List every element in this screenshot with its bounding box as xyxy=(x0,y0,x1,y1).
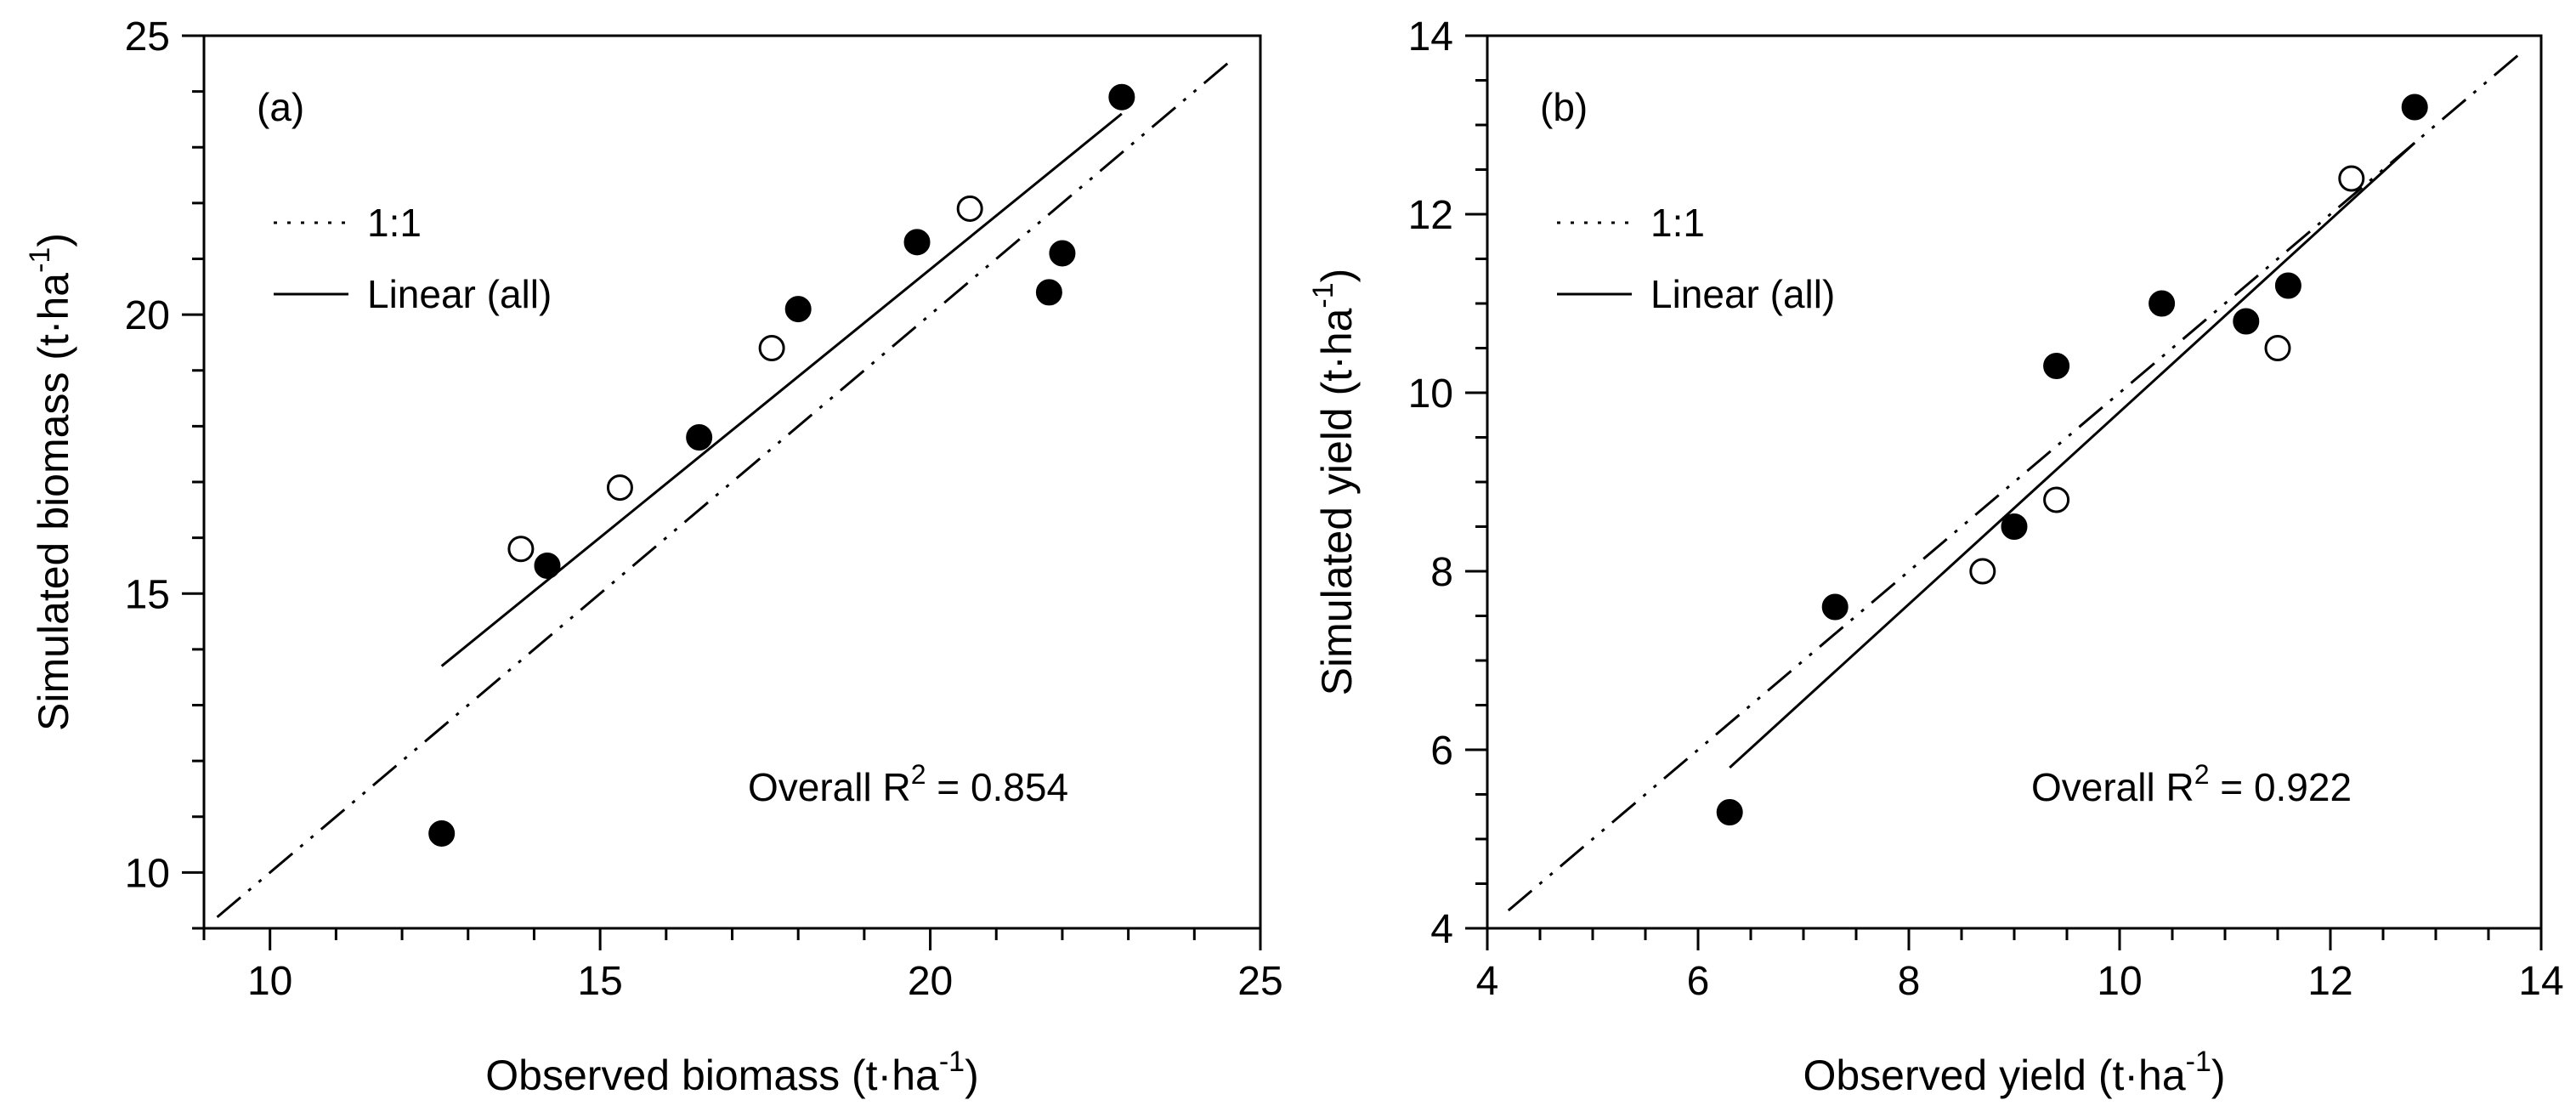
panel-a-x-tick-labels: 10 15 20 25 xyxy=(247,959,1283,1004)
x-axis-label-text: Observed yield (t·ha xyxy=(1803,1052,2185,1099)
legend-linear-label: Linear (all) xyxy=(367,272,552,316)
panel-a-x-axis-label: Observed biomass (t·ha-1) xyxy=(485,1046,978,1099)
data-point-filled xyxy=(2001,513,2028,540)
panel-b-x-tick-label: 8 xyxy=(1898,959,1921,1004)
data-point-open xyxy=(2264,335,2291,361)
panel-b-label: (b) xyxy=(1540,85,1588,129)
x-axis-label-close: ) xyxy=(2211,1052,2226,1099)
r2-superscript: 2 xyxy=(2194,759,2210,790)
panel-b: 4 6 8 10 12 14 4 6 8 10 12 14 (b) 1:1 Li… xyxy=(1307,14,2564,1099)
panel-a: 10 15 20 25 10 15 20 25 (a) 1:1 Linear (… xyxy=(24,14,1283,1099)
data-point-open xyxy=(956,195,983,222)
panel-a-y-tick-label: 20 xyxy=(125,293,170,338)
panel-a-label: (a) xyxy=(257,85,304,129)
data-point-filled xyxy=(1035,279,1062,306)
panel-b-x-tick-label: 10 xyxy=(2097,959,2142,1004)
r2-prefix: Overall R xyxy=(2031,765,2194,809)
data-point-open xyxy=(2043,486,2070,513)
x-axis-label-exponent: -1 xyxy=(2186,1046,2211,1078)
data-point-filled xyxy=(1108,83,1135,111)
panel-a-y-tick-label: 10 xyxy=(125,851,170,896)
data-point-filled xyxy=(1716,799,1743,825)
panel-a-x-tick-label: 25 xyxy=(1237,959,1282,1004)
data-point-filled xyxy=(1049,240,1076,267)
panel-a-ticks xyxy=(182,34,1262,950)
data-point-filled xyxy=(2233,308,2260,335)
r2-superscript: 2 xyxy=(911,759,926,790)
y-axis-label-text: Simulated biomass (t·ha xyxy=(30,273,77,731)
panel-b-x-tick-label: 14 xyxy=(2518,959,2563,1004)
panel-a-legend: 1:1 Linear (all) xyxy=(274,201,552,316)
panel-b-legend: 1:1 Linear (all) xyxy=(1557,201,1835,316)
r2-suffix: = 0.922 xyxy=(2210,765,2352,809)
panel-b-y-tick-labels: 4 6 8 10 12 14 xyxy=(1408,14,1453,952)
panel-b-x-axis-label: Observed yield (t·ha-1) xyxy=(1803,1046,2225,1099)
data-point-filled xyxy=(686,424,713,451)
data-point-open xyxy=(2338,165,2365,192)
y-axis-label-exponent: -1 xyxy=(24,247,56,273)
data-point-open xyxy=(758,335,785,361)
panel-b-x-tick-label: 12 xyxy=(2307,959,2352,1004)
data-point-filled xyxy=(2149,290,2176,317)
data-point-open xyxy=(507,536,535,563)
panel-a-x-tick-label: 15 xyxy=(577,959,622,1004)
data-point-filled xyxy=(903,229,931,256)
panel-b-y-tick-label: 6 xyxy=(1430,729,1453,774)
panel-a-x-tick-label: 10 xyxy=(247,959,292,1004)
panel-b-r2-annotation: Overall R2 = 0.922 xyxy=(2031,759,2352,809)
data-point-open xyxy=(606,474,633,502)
panel-b-y-tick-label: 4 xyxy=(1430,907,1453,952)
panel-a-x-tick-label: 20 xyxy=(908,959,953,1004)
panel-b-y-tick-label: 12 xyxy=(1408,193,1453,238)
y-axis-label-exponent: -1 xyxy=(1307,282,1339,308)
x-axis-label-exponent: -1 xyxy=(939,1046,965,1078)
panel-a-y-tick-labels: 10 15 20 25 xyxy=(125,14,170,896)
panel-b-y-axis-label: Simulated yield (t·ha-1) xyxy=(1307,269,1361,696)
panel-a-linear-fit-line xyxy=(440,112,1123,667)
data-point-open xyxy=(1969,558,1996,585)
panel-a-r2-annotation: Overall R2 = 0.854 xyxy=(748,759,1068,809)
panel-b-points xyxy=(1716,94,2428,825)
panel-a-y-tick-label: 15 xyxy=(125,572,170,617)
data-point-filled xyxy=(2043,353,2070,379)
r2-prefix: Overall R xyxy=(748,765,911,809)
panel-b-one-to-one-line xyxy=(1507,52,2522,912)
legend-one-to-one-label: 1:1 xyxy=(1650,201,1705,245)
data-point-filled xyxy=(1821,593,1848,621)
panel-b-x-tick-labels: 4 6 8 10 12 14 xyxy=(1476,959,2564,1004)
data-point-filled xyxy=(784,296,812,323)
panel-b-x-tick-label: 4 xyxy=(1476,959,1499,1004)
panel-a-y-axis-label: Simulated biomass (t·ha-1) xyxy=(24,233,77,731)
r2-suffix: = 0.854 xyxy=(926,765,1069,809)
panel-a-points xyxy=(428,83,1135,847)
y-axis-label-close: ) xyxy=(30,233,77,247)
y-axis-label-text: Simulated yield (t·ha xyxy=(1313,308,1361,695)
legend-linear-label: Linear (all) xyxy=(1650,272,1835,316)
panel-a-one-to-one-line xyxy=(216,57,1235,919)
panel-a-y-tick-label: 25 xyxy=(125,14,170,60)
panel-b-y-tick-label: 8 xyxy=(1430,550,1453,595)
data-point-filled xyxy=(534,552,561,579)
panel-b-ticks xyxy=(1465,34,2543,950)
data-point-filled xyxy=(2274,272,2301,299)
panel-b-x-tick-label: 6 xyxy=(1687,959,1710,1004)
panel-b-y-tick-label: 10 xyxy=(1408,371,1453,417)
data-point-filled xyxy=(428,819,456,847)
x-axis-label-text: Observed biomass (t·ha xyxy=(485,1052,939,1099)
data-point-filled xyxy=(2401,94,2428,121)
legend-one-to-one-label: 1:1 xyxy=(367,201,422,245)
panel-b-y-tick-label: 14 xyxy=(1408,14,1453,60)
panel-b-linear-fit-line xyxy=(1729,141,2416,769)
y-axis-label-close: ) xyxy=(1313,269,1361,283)
x-axis-label-close: ) xyxy=(965,1052,979,1099)
